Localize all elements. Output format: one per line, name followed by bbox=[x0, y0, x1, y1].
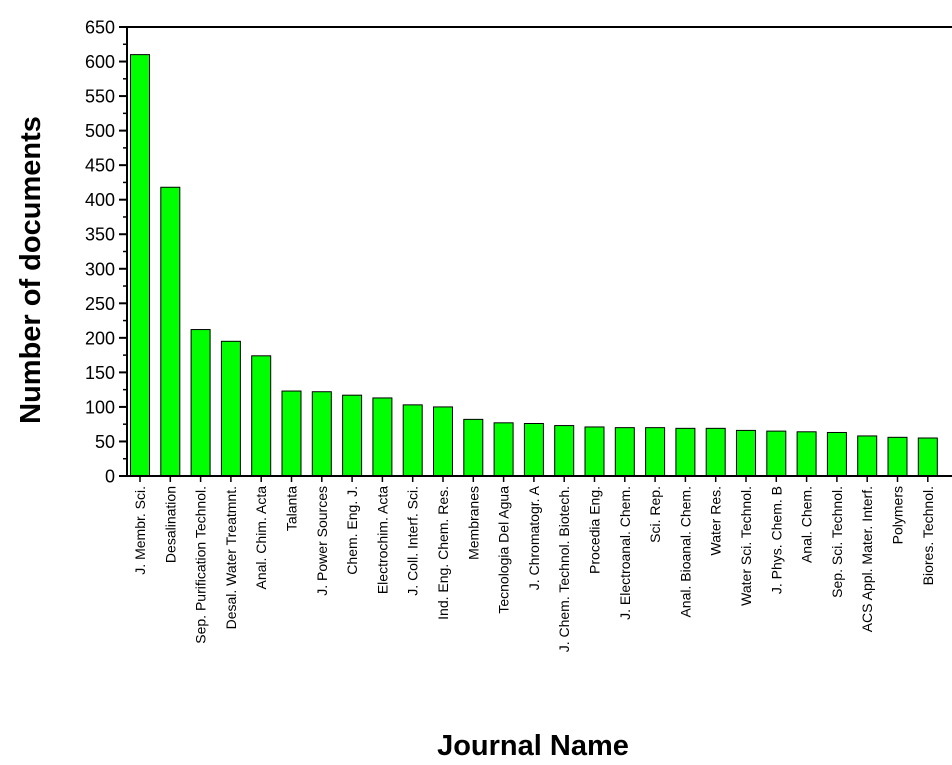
bar-8 bbox=[342, 394, 363, 477]
x-tick-label: Water Res. bbox=[708, 486, 724, 556]
bar-7 bbox=[311, 391, 332, 477]
y-tick-label: 150 bbox=[85, 363, 115, 383]
x-tick-label: Sci. Rep. bbox=[647, 486, 663, 543]
bar-4 bbox=[220, 340, 241, 477]
bar-18 bbox=[645, 427, 666, 477]
y-tick-label: 550 bbox=[85, 87, 115, 107]
bar-10 bbox=[402, 404, 423, 477]
x-tick-label: Anal. Chem. bbox=[799, 486, 815, 563]
bar-23 bbox=[796, 431, 817, 477]
x-tick-label: Desal. Water Treatmnt. bbox=[223, 486, 239, 629]
bar-9 bbox=[372, 397, 393, 477]
bar-11 bbox=[433, 406, 453, 477]
x-tick-label: Ind. Eng. Chem. Res. bbox=[435, 486, 451, 620]
y-tick-label: 600 bbox=[85, 52, 115, 72]
bar-2 bbox=[160, 186, 181, 477]
y-tick-label: 50 bbox=[95, 432, 115, 452]
x-tick-label: Membranes bbox=[465, 486, 481, 560]
x-tick-label: Talanta bbox=[284, 486, 300, 531]
bar-19 bbox=[675, 427, 696, 477]
x-tick-label: Sep. Sci. Technol. bbox=[829, 486, 845, 598]
bar-20 bbox=[705, 427, 726, 477]
y-tick-label: 100 bbox=[85, 397, 115, 417]
bar-12 bbox=[463, 418, 484, 477]
bar-15 bbox=[554, 425, 575, 477]
y-tick-label: 300 bbox=[85, 259, 115, 279]
y-tick-label: 400 bbox=[85, 190, 115, 210]
x-tick-label: Sep. Purification Technol. bbox=[193, 486, 209, 644]
y-axis: 0 50 100 150 200 250 300 350 400 450 500 550 600 650 bbox=[85, 18, 952, 487]
bar-3 bbox=[190, 329, 211, 477]
y-tick-label: 350 bbox=[85, 225, 115, 245]
bar-21 bbox=[736, 429, 756, 477]
x-tick-label: Anal. Chim. Acta bbox=[253, 486, 269, 590]
x-tick-label: J. Electroanal. Chem. bbox=[617, 486, 633, 620]
bar-24 bbox=[826, 431, 847, 477]
bar-17 bbox=[614, 427, 635, 477]
bar-25 bbox=[857, 435, 878, 477]
x-axis-title: Journal Name bbox=[437, 730, 629, 762]
bar-27 bbox=[917, 437, 938, 477]
x-tick-label: J. Phys. Chem. B bbox=[768, 486, 784, 594]
x-tick-label: Tecnologia Del Agua bbox=[496, 486, 512, 614]
y-tick-label: 250 bbox=[85, 294, 115, 314]
x-tick-label: J. Chem. Technol. Biotech. bbox=[556, 486, 572, 652]
y-tick-label: 650 bbox=[85, 18, 115, 38]
x-tick-label: J. Chromatogr. A bbox=[526, 485, 542, 590]
bar-14 bbox=[523, 423, 544, 477]
x-tick-label: Polymers bbox=[890, 486, 906, 544]
bar-22 bbox=[766, 430, 787, 477]
y-axis-title: Number of documents bbox=[15, 116, 47, 424]
bar-5 bbox=[251, 355, 272, 477]
bars-group bbox=[130, 54, 938, 477]
x-tick-label: Chem. Eng. J. bbox=[344, 486, 360, 575]
x-tick-label: Water Sci. Technol. bbox=[738, 486, 754, 606]
x-tick-label: Procedia Eng. bbox=[587, 486, 603, 574]
bar-26 bbox=[887, 436, 908, 477]
y-tick-label: 450 bbox=[85, 156, 115, 176]
bar-6 bbox=[281, 390, 302, 477]
bar-16 bbox=[584, 426, 605, 477]
bar-13 bbox=[493, 422, 514, 477]
y-tick-label: 200 bbox=[85, 328, 115, 348]
y-tick-label: 500 bbox=[85, 121, 115, 141]
x-tick-label: Biores. Technol. bbox=[920, 486, 936, 585]
x-tick-label: Electrochim. Acta bbox=[374, 486, 390, 594]
x-tick-label: Desalination bbox=[162, 486, 178, 563]
y-tick-label: 0 bbox=[105, 467, 115, 487]
x-tick-label: J. Coll. Interf. Sci. bbox=[405, 486, 421, 596]
bar-1 bbox=[130, 54, 150, 477]
x-tick-label: Anal. Bioanal. Chem. bbox=[677, 486, 693, 618]
x-tick-label: J. Membr. Sci. bbox=[132, 486, 148, 575]
x-tick-label: ACS Appl. Mater. Interf. bbox=[859, 486, 875, 632]
x-axis: J. Membr. Sci. Desalination Sep. Purificat… bbox=[127, 475, 952, 652]
x-tick-label: J. Power Sources bbox=[314, 486, 330, 596]
